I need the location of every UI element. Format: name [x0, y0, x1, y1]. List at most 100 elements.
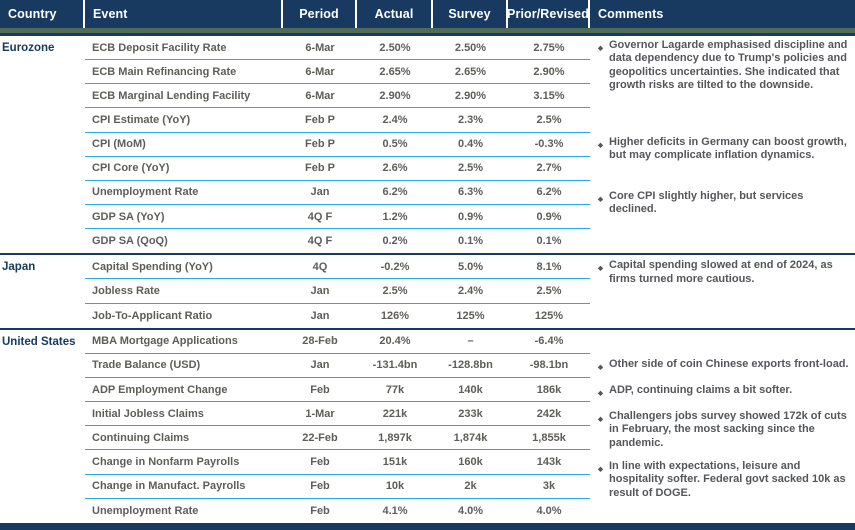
comment-item: ◆ Capital spending slowed at end of 2024,…	[598, 259, 850, 286]
table-row: ADP Employment Change Feb 77k 140k 186k	[85, 378, 590, 403]
actual-cell: 6.2%	[382, 186, 408, 199]
prior-revised-cell: 2.5%	[536, 113, 562, 126]
comment-item: ◆ Core CPI slightly higher, but services …	[598, 190, 850, 217]
survey-cell: 4.0%	[457, 504, 484, 517]
diamond-bullet-icon: ◆	[598, 142, 603, 149]
prior-revised-cell: 143k	[536, 455, 562, 468]
comment-item: ◆ In line with expectations, leisure and …	[598, 460, 850, 500]
event-cell: Unemployment Rate	[92, 504, 199, 517]
country-section: Japan Capital Spending (YoY) 4Q -0.2% 5.0% 8.…	[0, 255, 855, 330]
survey-cell: 5.0%	[457, 260, 484, 273]
event-cell: CPI (MoM)	[92, 138, 146, 151]
actual-cell: 1.2%	[382, 210, 408, 223]
actual-cell: 20.4%	[379, 335, 411, 348]
diamond-bullet-icon: ◆	[598, 465, 603, 473]
actual-cell: 2.50%	[379, 41, 411, 54]
prior-revised-cell: 3.15%	[533, 89, 565, 102]
prior-revised-cell: 2.5%	[536, 284, 562, 297]
event-cell: GDP SA (QoQ)	[92, 235, 168, 248]
actual-cell: 4.1%	[382, 504, 408, 517]
table-row: GDP SA (YoY) 4Q F 1.2% 0.9% 0.9%	[85, 205, 590, 230]
comment-text: Core CPI slightly higher, but services d…	[609, 190, 804, 216]
country-label: United States	[2, 335, 76, 348]
prior-revised-cell: 0.9%	[536, 210, 562, 223]
survey-cell: 2.4%	[457, 284, 484, 297]
event-cell: Change in Nonfarm Payrolls	[92, 455, 240, 468]
actual-cell: 0.5%	[382, 138, 408, 151]
actual-cell: 2.65%	[379, 65, 411, 78]
table-row: ECB Deposit Facility Rate 6-Mar 2.50% 2.50%…	[85, 36, 590, 61]
survey-cell: 160k	[458, 455, 483, 468]
event-cell: Jobless Rate	[92, 284, 160, 297]
actual-cell: 221k	[382, 407, 408, 420]
country-section: Eurozone ECB Deposit Facility Rate 6-Mar 2.…	[0, 36, 855, 256]
prior-revised-cell: 186k	[536, 383, 562, 396]
survey-cell: 0.1%	[457, 235, 484, 248]
period-cell: Feb	[310, 383, 330, 396]
survey-cell: 2.5%	[457, 162, 484, 175]
country-label: Japan	[2, 261, 36, 274]
event-cell: Change in Manufact. Payrolls	[92, 480, 246, 493]
actual-cell: -0.2%	[380, 260, 410, 273]
table-row: Job-To-Applicant Ratio Jan 126% 125% 125%	[85, 304, 590, 328]
section-comments: ◆ Other side of coin Chinese exports fron…	[590, 330, 855, 523]
country-label: Eurozone	[2, 42, 55, 54]
section-comments: ◆ Governor Lagarde emphasised discipline …	[590, 36, 855, 253]
table-row: GDP SA (QoQ) 4Q F 0.2% 0.1% 0.1%	[85, 229, 590, 253]
survey-cell: 0.9%	[457, 210, 484, 223]
prior-revised-cell: 2.90%	[533, 65, 565, 78]
prior-revised-cell: 2.7%	[536, 162, 562, 175]
diamond-bullet-icon: ◆	[598, 265, 603, 273]
actual-cell: 77k	[385, 383, 405, 396]
survey-cell: 1,874k	[453, 431, 488, 444]
table-row: CPI Estimate (YoY) Feb P 2.4% 2.3% 2.5%	[85, 108, 590, 133]
survey-cell: -128.8bn	[448, 359, 493, 372]
event-cell: ECB Marginal Lending Facility	[92, 89, 251, 102]
header-underline	[0, 33, 855, 36]
section-rows: ECB Deposit Facility Rate 6-Mar 2.50% 2.50%…	[85, 36, 590, 253]
actual-cell: 10k	[385, 480, 405, 493]
table-row: MBA Mortgage Applications 28-Feb 20.4% – -6.…	[85, 330, 590, 354]
event-cell: Initial Jobless Claims	[92, 407, 204, 420]
period-cell: Feb P	[305, 113, 335, 126]
period-cell: Feb	[310, 480, 330, 493]
period-cell: Feb	[310, 504, 330, 517]
period-cell: Jan	[310, 359, 330, 372]
prior-revised-cell: 6.2%	[536, 186, 562, 199]
actual-cell: 2.4%	[382, 113, 408, 126]
event-cell: Trade Balance (USD)	[92, 359, 201, 372]
comment-item: ◆ Higher deficits in Germany can boost gr…	[598, 136, 850, 163]
prior-revised-cell: -98.1bn	[529, 359, 569, 372]
column-header-country: Country	[0, 0, 85, 28]
comment-text: Capital spending slowed at end of 2024, …	[609, 259, 833, 285]
prior-revised-cell: 242k	[536, 407, 562, 420]
survey-cell: 2.50%	[454, 41, 487, 54]
comment-text: Challengers jobs survey showed 172k of c…	[609, 409, 847, 449]
diamond-bullet-icon: ◆	[598, 196, 603, 203]
period-cell: Jan	[310, 186, 330, 199]
actual-cell: 1,897k	[378, 431, 412, 444]
table-row: Capital Spending (YoY) 4Q -0.2% 5.0% 8.1%	[85, 255, 590, 280]
table-row: Change in Manufact. Payrolls Feb 10k 2k 3k	[85, 475, 590, 499]
event-cell: GDP SA (YoY)	[92, 210, 165, 223]
event-cell: ADP Employment Change	[92, 383, 228, 396]
table-row: ECB Main Refinancing Rate 6-Mar 2.65% 2.65%…	[85, 60, 590, 85]
column-header-event: Event	[85, 0, 283, 28]
comment-text: Other side of coin Chinese exports front…	[609, 357, 849, 370]
table-row: Jobless Rate Jan 2.5% 2.4% 2.5%	[85, 279, 590, 304]
comment-item: ◆ Other side of coin Chinese exports fron…	[598, 358, 850, 371]
table-row: CPI (MoM) Feb P 0.5% 0.4% -0.3%	[85, 133, 590, 157]
actual-cell: 126%	[380, 309, 410, 322]
prior-revised-cell: 125%	[534, 309, 564, 322]
section-rows: Capital Spending (YoY) 4Q -0.2% 5.0% 8.1% Job…	[85, 255, 590, 327]
actual-cell: 2.6%	[382, 162, 408, 175]
table-row: Unemployment Rate Jan 6.2% 6.3% 6.2%	[85, 181, 590, 205]
event-cell: CPI Core (YoY)	[92, 162, 170, 175]
survey-cell: 6.3%	[457, 186, 484, 199]
column-header-period: Period	[283, 0, 357, 28]
header-accent-band	[0, 28, 855, 33]
period-cell: Feb P	[305, 162, 335, 175]
comment-item: ◆ ADP, continuing claims a bit softer.	[598, 384, 850, 397]
survey-cell: 2.65%	[454, 65, 487, 78]
event-cell: Capital Spending (YoY)	[92, 260, 213, 273]
